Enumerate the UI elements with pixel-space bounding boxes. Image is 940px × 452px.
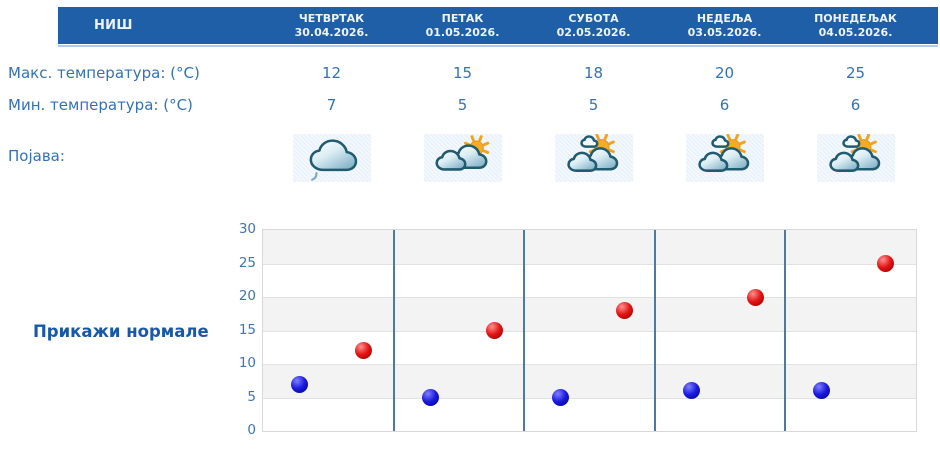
day-date: 04.05.2026. bbox=[818, 25, 893, 39]
min-temp-dot bbox=[421, 389, 439, 406]
chart-day-separator bbox=[784, 230, 787, 431]
day-name: НЕДЕЉА bbox=[696, 11, 753, 25]
max-temp-dot bbox=[616, 301, 634, 319]
city-name: НИШ bbox=[94, 18, 133, 33]
weather-icon-cell bbox=[659, 134, 790, 182]
min-temp-label: Мин. температура: (°C) bbox=[8, 96, 193, 114]
day-name: СУБОТА bbox=[568, 11, 619, 25]
min-temp-value: 6 bbox=[850, 96, 861, 114]
weather-icon-cell bbox=[528, 134, 659, 182]
header-underline bbox=[58, 45, 938, 47]
day-header: ПЕТАК 01.05.2026. bbox=[397, 12, 528, 40]
temperature-chart bbox=[262, 229, 917, 432]
y-axis-tick-label: 0 bbox=[247, 422, 256, 438]
chart-band bbox=[263, 230, 916, 264]
day-header: НЕДЕЉА 03.05.2026. bbox=[659, 12, 790, 40]
chart-day-separator bbox=[653, 230, 656, 431]
y-axis-tick-label: 15 bbox=[238, 321, 256, 338]
chart-gridline bbox=[263, 397, 916, 399]
overcast-drizzle-icon bbox=[292, 134, 371, 182]
day-date: 01.05.2026. bbox=[425, 25, 500, 39]
max-temp-value: 18 bbox=[583, 64, 604, 82]
forecast-header: НИШ ЧЕТВРТАК 30.04.2026. ПЕТАК 01.05.2026. С… bbox=[58, 7, 938, 44]
partly-sunny-icon bbox=[554, 134, 633, 182]
max-temp-dot bbox=[746, 288, 764, 306]
min-temp-value: 5 bbox=[588, 96, 599, 114]
weather-icons-row bbox=[266, 134, 921, 182]
partly-sunny-icon bbox=[816, 134, 895, 182]
y-axis-tick-label: 10 bbox=[238, 355, 256, 371]
day-header: ПОНЕДЕЉАК 04.05.2026. bbox=[790, 12, 921, 40]
max-temp-value: 25 bbox=[845, 64, 866, 82]
day-date: 30.04.2026. bbox=[294, 25, 369, 39]
max-temp-dot bbox=[485, 322, 503, 339]
max-temp-dot bbox=[355, 342, 373, 360]
y-axis-tick-label: 30 bbox=[238, 221, 256, 237]
pojava-label: Појава: bbox=[8, 147, 65, 165]
chart-band bbox=[263, 297, 916, 331]
weather-icon-cell bbox=[266, 134, 397, 182]
day-name: ПОНЕДЕЉАК bbox=[814, 11, 897, 25]
weather-icon-cell bbox=[790, 134, 921, 182]
show-normals-link[interactable]: Прикажи нормале bbox=[33, 322, 209, 341]
max-temp-dot bbox=[877, 255, 895, 272]
min-temp-dot bbox=[682, 382, 700, 400]
day-date: 03.05.2026. bbox=[687, 25, 762, 39]
day-name: ПЕТАК bbox=[441, 11, 484, 25]
chart-gridline bbox=[263, 297, 916, 298]
y-axis-tick-label: 20 bbox=[238, 288, 256, 304]
mostly-cloudy-sun-icon bbox=[423, 134, 502, 182]
min-temp-dot bbox=[552, 389, 570, 406]
chart-gridline bbox=[263, 364, 916, 365]
day-name: ЧЕТВРТАК bbox=[298, 11, 365, 25]
y-axis-tick-label: 5 bbox=[247, 388, 256, 405]
day-header: СУБОТА 02.05.2026. bbox=[528, 12, 659, 40]
max-temp-value: 15 bbox=[452, 64, 473, 82]
min-temp-value: 7 bbox=[326, 96, 337, 114]
max-temp-row: 12 15 18 20 25 bbox=[266, 62, 921, 84]
day-header: ЧЕТВРТАК 30.04.2026. bbox=[266, 12, 397, 40]
max-temp-value: 12 bbox=[321, 64, 342, 82]
weather-icon-cell bbox=[397, 134, 528, 182]
chart-gridline bbox=[263, 330, 916, 332]
y-axis-tick-label: 25 bbox=[238, 254, 256, 271]
min-temp-dot bbox=[813, 382, 831, 400]
partly-sunny-icon bbox=[685, 134, 764, 182]
min-temp-value: 5 bbox=[457, 96, 468, 114]
max-temp-value: 20 bbox=[714, 64, 735, 82]
min-temp-row: 7 5 5 6 6 bbox=[266, 94, 921, 116]
min-temp-value: 6 bbox=[719, 96, 730, 114]
day-date: 02.05.2026. bbox=[556, 25, 631, 39]
chart-band bbox=[263, 364, 916, 398]
max-temp-label: Макс. температура: (°C) bbox=[8, 64, 200, 82]
min-temp-dot bbox=[291, 375, 309, 393]
chart-day-separator bbox=[392, 230, 395, 431]
chart-gridline bbox=[263, 263, 916, 265]
chart-day-separator bbox=[523, 230, 526, 431]
